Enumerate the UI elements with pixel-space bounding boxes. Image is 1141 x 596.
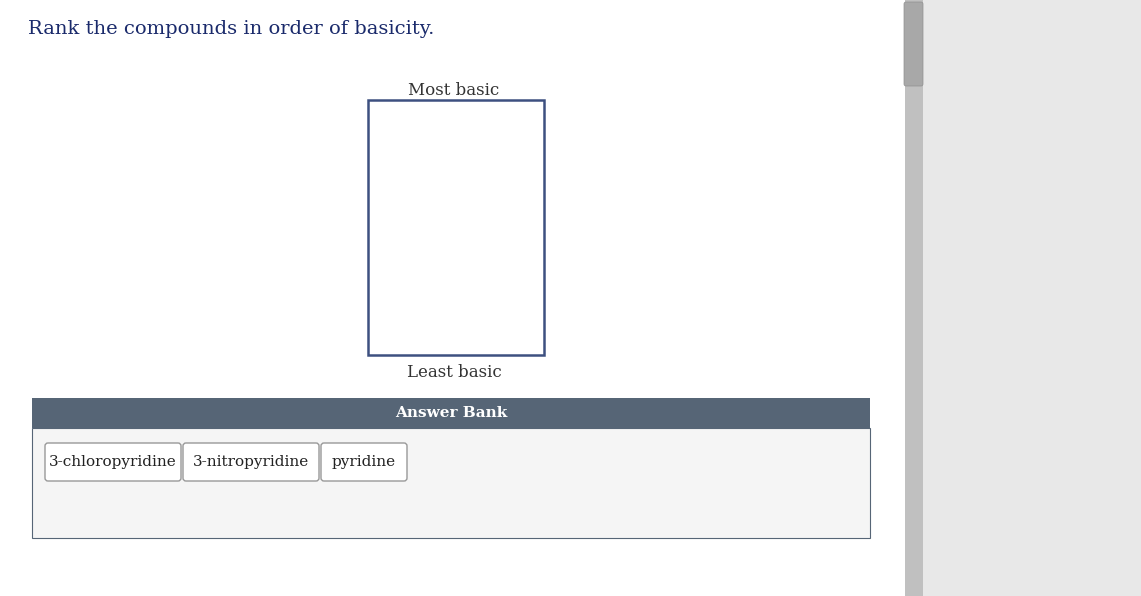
FancyBboxPatch shape xyxy=(904,2,923,86)
FancyBboxPatch shape xyxy=(321,443,407,481)
FancyBboxPatch shape xyxy=(183,443,319,481)
Text: Answer Bank: Answer Bank xyxy=(395,406,507,420)
Bar xyxy=(32,398,869,428)
Text: Most basic: Most basic xyxy=(408,82,500,99)
Text: Least basic: Least basic xyxy=(406,364,501,381)
Bar xyxy=(32,428,869,538)
Bar xyxy=(0,0,905,596)
Bar xyxy=(905,576,923,596)
Bar xyxy=(369,100,544,355)
FancyBboxPatch shape xyxy=(44,443,181,481)
Text: 3-chloropyridine: 3-chloropyridine xyxy=(49,455,177,469)
Text: pyridine: pyridine xyxy=(332,455,396,469)
Text: Rank the compounds in order of basicity.: Rank the compounds in order of basicity. xyxy=(29,20,435,38)
Text: 3-nitropyridine: 3-nitropyridine xyxy=(193,455,309,469)
Bar xyxy=(905,0,923,596)
